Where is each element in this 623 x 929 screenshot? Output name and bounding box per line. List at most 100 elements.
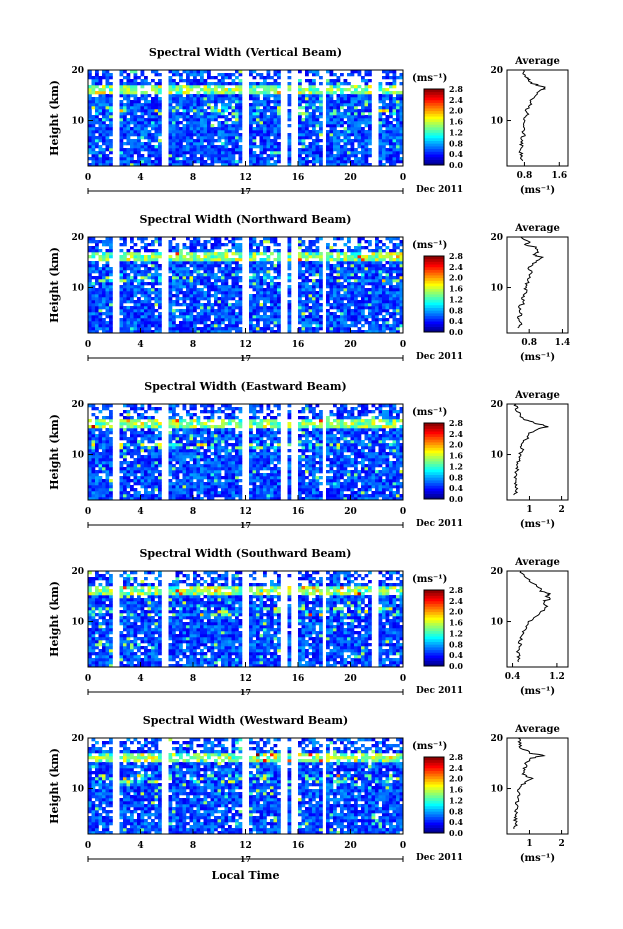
heatmap-cell <box>126 470 131 474</box>
heatmap-cell <box>172 404 176 408</box>
heatmap-cell <box>266 285 271 289</box>
heatmap-cell <box>119 133 124 137</box>
heatmap-cell <box>301 88 306 92</box>
heatmap-cell <box>259 76 264 80</box>
heatmap-cell <box>144 136 148 140</box>
panel-title: Spectral Width (Vertical Beam) <box>149 46 342 59</box>
heatmap-cell <box>126 264 131 268</box>
heatmap-cell <box>354 315 358 319</box>
heatmap-cell <box>389 282 393 286</box>
heatmap-cell <box>147 133 152 137</box>
heatmap-cell <box>315 255 320 259</box>
heatmap-cell <box>382 249 386 253</box>
heatmap-cell <box>119 300 124 304</box>
heatmap-cell <box>123 136 127 140</box>
heatmap-cell <box>102 464 106 468</box>
heatmap-cell <box>350 124 355 128</box>
heatmap-cell <box>200 94 204 98</box>
colorbar-unit: (ms⁻¹) <box>412 240 447 251</box>
heatmap-cell <box>189 130 194 134</box>
heatmap-cell <box>263 139 267 143</box>
heatmap-cell <box>382 142 386 146</box>
heatmap-cell <box>98 321 103 325</box>
heatmap-cell <box>231 109 236 113</box>
heatmap-cell <box>193 252 197 256</box>
heatmap-cell <box>301 240 306 244</box>
heatmap-cell <box>308 70 313 74</box>
heatmap-cell <box>364 97 369 101</box>
heatmap-cell <box>172 237 176 241</box>
heatmap-cell <box>238 157 243 161</box>
heatmap-cell <box>158 85 162 89</box>
heatmap-cell <box>273 300 278 304</box>
heatmap-cell <box>273 82 278 86</box>
heatmap-cell <box>95 249 99 253</box>
heatmap-cell <box>259 309 264 313</box>
heatmap-cell <box>361 160 365 164</box>
heatmap-cell <box>168 261 173 265</box>
heatmap-cell <box>263 106 267 110</box>
heatmap-cell <box>396 130 400 134</box>
heatmap-cell <box>217 91 222 95</box>
heatmap-cell <box>189 121 194 125</box>
heatmap-cell <box>151 112 155 116</box>
heatmap-cell <box>273 154 278 158</box>
heatmap-cell <box>126 297 131 301</box>
heatmap-cell <box>354 267 358 271</box>
heatmap-cell <box>249 255 253 259</box>
heatmap-cell <box>88 309 92 313</box>
heatmap-cell <box>361 154 365 158</box>
heatmap-cell <box>308 103 313 107</box>
heatmap-cell <box>119 258 124 262</box>
heatmap-cell <box>147 130 152 134</box>
heatmap-cell <box>119 452 124 456</box>
heatmap-cell <box>119 148 124 152</box>
heatmap-cell <box>175 485 180 489</box>
heatmap-cell <box>168 497 173 501</box>
heatmap-cell <box>126 157 131 161</box>
heatmap-cell <box>263 157 267 161</box>
heatmap-cell <box>301 151 306 155</box>
heatmap-cell <box>231 273 236 277</box>
heatmap-cell <box>389 142 393 146</box>
heatmap-cell <box>385 276 390 280</box>
heatmap-cell <box>326 139 330 143</box>
heatmap-cell <box>140 103 145 107</box>
heatmap-cell <box>186 294 190 298</box>
heatmap-cell <box>119 312 124 316</box>
heatmap-cell <box>235 267 239 271</box>
heatmap-cell <box>224 157 229 161</box>
heatmap-cell <box>378 109 383 113</box>
heatmap-cell <box>378 139 383 143</box>
heatmap-cell <box>193 124 197 128</box>
heatmap-cell <box>182 255 187 259</box>
heatmap-cell <box>273 127 278 131</box>
heatmap-cell <box>133 309 138 313</box>
heatmap-cell <box>98 82 103 86</box>
heatmap-cell <box>105 464 110 468</box>
heatmap-cell <box>343 145 348 149</box>
heatmap-cell <box>123 297 127 301</box>
heatmap-cell <box>193 130 197 134</box>
heatmap-cell <box>182 488 187 492</box>
heatmap-cell <box>263 264 267 268</box>
heatmap-cell <box>126 142 131 146</box>
heatmap-cell <box>319 273 323 277</box>
heatmap-cell <box>368 118 372 122</box>
heatmap-cell <box>273 70 278 74</box>
heatmap-cell <box>333 288 337 292</box>
heatmap-cell <box>207 136 211 140</box>
heatmap-cell <box>382 133 386 137</box>
heatmap-cell <box>144 315 148 319</box>
heatmap-cell <box>91 318 96 322</box>
heatmap-cell <box>368 327 372 331</box>
heatmap-cell <box>147 160 152 164</box>
heatmap-cell <box>196 100 201 104</box>
heatmap-cell <box>364 321 369 325</box>
heatmap-cell <box>382 282 386 286</box>
heatmap-cell <box>189 303 194 307</box>
heatmap-cell <box>119 85 124 89</box>
heatmap-cell <box>95 243 99 247</box>
heatmap-cell <box>168 312 173 316</box>
heatmap-cell <box>119 142 124 146</box>
